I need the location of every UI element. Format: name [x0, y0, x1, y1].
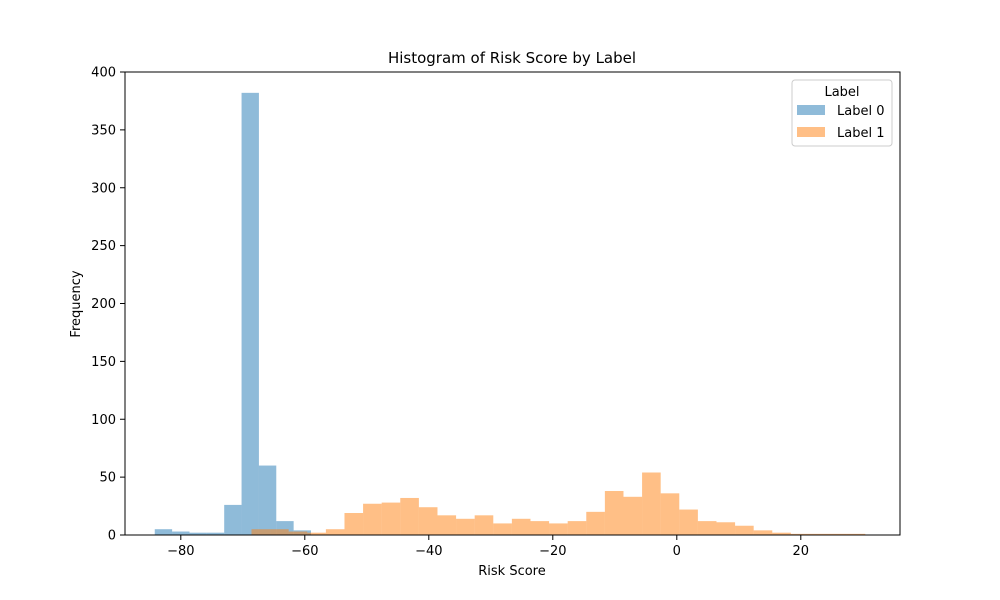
x-tick-label: 0 [673, 544, 681, 559]
histogram-bar-label-1-bin-28 [772, 532, 791, 535]
histogram-bar-label-1-bin-19 [604, 491, 624, 535]
histogram-bar-label-1-bin-29 [790, 533, 810, 535]
y-tick-label: 150 [91, 355, 116, 370]
histogram-bar-label-1-bin-13 [493, 523, 512, 535]
x-axis: −80 −60 −40 −20 0 20 [167, 535, 809, 559]
legend-swatch-label-0 [797, 105, 825, 115]
histogram-bar-label-1-bin-3 [307, 532, 326, 535]
legend-title: Label [824, 85, 859, 100]
x-tick-label: −60 [291, 544, 318, 559]
histogram-bar-label-1-bin-9 [418, 507, 438, 535]
histogram-bar-label-1-bin-6 [363, 503, 382, 535]
histogram-bar-label-1-bin-12 [474, 515, 494, 535]
histogram-bar-label-1-bin-27 [753, 530, 773, 535]
histogram-bar-label-0-bin-3 [206, 532, 225, 535]
histogram-bar-label-0-bin-0 [154, 529, 173, 535]
histogram-bar-label-1-bin-24 [697, 521, 717, 535]
histogram-bar-label-0-bin-4 [224, 504, 242, 535]
bars-layer [154, 92, 866, 535]
histogram-bar-label-1-bin-31 [828, 533, 847, 535]
legend-swatch-label-1 [797, 127, 825, 137]
y-axis: 0 50 100 150 200 250 300 350 400 [91, 66, 125, 544]
x-tick-label: −20 [539, 544, 566, 559]
x-tick-label: −40 [415, 544, 442, 559]
histogram-bar-label-1-bin-4 [325, 529, 345, 535]
histogram-bar-label-1-bin-17 [567, 521, 587, 535]
chart-title: Histogram of Risk Score by Label [388, 49, 636, 67]
y-tick-label: 50 [99, 471, 116, 486]
y-axis-label: Frequency [69, 270, 84, 337]
legend-entry-label-0: Label 0 [837, 104, 884, 119]
histogram-bar-label-0-bin-6 [258, 465, 277, 535]
histogram-bar-label-1-bin-23 [679, 509, 698, 535]
y-tick-label: 300 [91, 181, 116, 196]
histogram-bar-label-1-bin-8 [400, 497, 419, 535]
histogram-bar-label-1-bin-18 [586, 511, 605, 535]
histogram-bar-label-0-bin-2 [189, 532, 207, 535]
histogram-bar-label-1-bin-25 [716, 522, 736, 535]
histogram-bar-label-0-bin-1 [172, 531, 190, 535]
y-tick-label: 100 [91, 413, 116, 428]
y-tick-label: 0 [108, 529, 116, 544]
legend-entry-label-1: Label 1 [837, 126, 884, 141]
histogram-bar-label-1-bin-11 [456, 518, 475, 535]
histogram-bar-label-1-bin-0 [251, 529, 271, 535]
y-tick-label: 350 [91, 123, 116, 138]
y-tick-label: 400 [91, 66, 116, 81]
histogram-bar-label-1-bin-15 [530, 521, 550, 535]
histogram-bar-label-1-bin-20 [623, 496, 643, 535]
histogram-bar-label-1-bin-1 [270, 529, 289, 535]
histogram-bar-label-1-bin-26 [735, 525, 754, 535]
y-tick-label: 200 [91, 297, 116, 312]
x-tick-label: 20 [793, 544, 810, 559]
y-tick-label: 250 [91, 239, 116, 254]
histogram-bar-label-1-bin-10 [437, 515, 457, 535]
plot-frame [124, 71, 901, 536]
legend: Label Label 0 Label 1 [791, 79, 893, 147]
histogram-bar-label-1-bin-21 [642, 472, 661, 535]
x-axis-label: Risk Score [478, 564, 546, 579]
histogram-bar-label-1-bin-16 [549, 523, 568, 535]
histogram-bar-label-1-bin-14 [511, 518, 531, 535]
histogram-bar-label-1-bin-32 [846, 533, 866, 535]
histogram-bar-label-1-bin-22 [660, 493, 680, 535]
histogram-bar-label-1-bin-30 [809, 533, 829, 535]
histogram-bar-label-1-bin-7 [381, 502, 401, 535]
histogram-bar-label-1-bin-2 [288, 531, 308, 535]
x-tick-label: −80 [167, 544, 194, 559]
histogram-bar-label-0-bin-5 [241, 92, 259, 535]
histogram-bar-label-1-bin-5 [344, 513, 364, 535]
